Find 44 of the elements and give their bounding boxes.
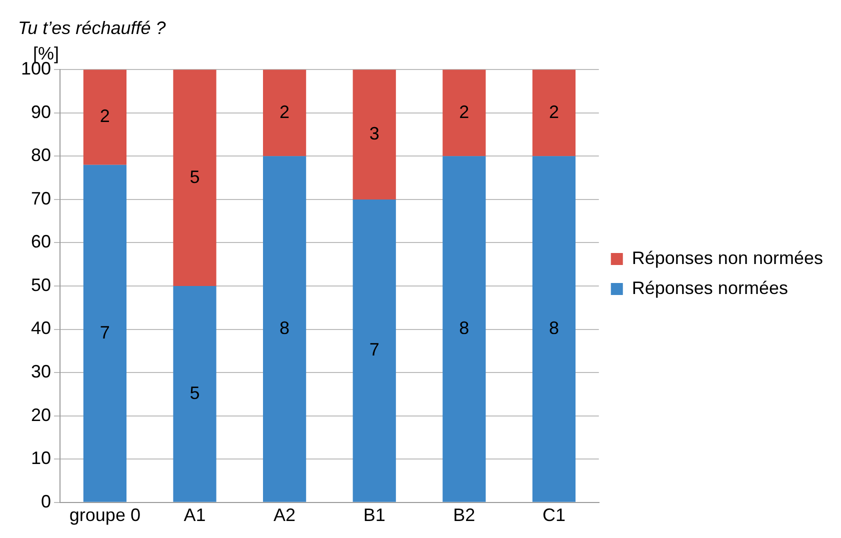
y-tick-label: 50 xyxy=(31,274,52,295)
annotation: 2 xyxy=(548,102,559,122)
x-tick-label: groupe 0 xyxy=(69,505,140,526)
y-tick-label: 60 xyxy=(31,232,52,252)
bar xyxy=(532,70,576,156)
y-tick-label: 30 xyxy=(31,362,52,382)
y-tick-label: 70 xyxy=(31,188,52,208)
bar xyxy=(83,164,126,502)
legend-label: Réponses non normées xyxy=(632,248,824,268)
y-tick-label: 20 xyxy=(31,404,52,425)
bar xyxy=(442,70,486,156)
annotation: 2 xyxy=(280,102,290,122)
y-tick-label: 80 xyxy=(31,145,52,166)
bar xyxy=(173,70,216,286)
x-tick-label: A2 xyxy=(274,505,296,526)
chart-title: Tu t’es réchauffé ? xyxy=(18,18,166,38)
bar xyxy=(263,70,306,156)
x-tick-label: B1 xyxy=(363,505,386,526)
y-tick-label: 0 xyxy=(41,491,52,512)
annotation: 8 xyxy=(280,318,290,338)
x-tick-label: A1 xyxy=(184,505,206,526)
annotation: 7 xyxy=(369,340,380,360)
x-tick-label: C1 xyxy=(542,505,566,526)
annotation: 3 xyxy=(369,123,380,144)
bar xyxy=(352,199,396,502)
bar xyxy=(173,286,216,502)
bar xyxy=(352,70,396,200)
x-tick-label: B2 xyxy=(453,505,476,526)
bar xyxy=(263,156,306,502)
annotation: 8 xyxy=(548,318,559,338)
legend-label: Réponses normées xyxy=(632,278,788,298)
annotation: 5 xyxy=(190,382,200,403)
y-tick-label: 40 xyxy=(31,318,52,338)
y-tick-label: 90 xyxy=(31,102,52,122)
bar xyxy=(442,156,486,502)
y-tick-label: 10 xyxy=(31,448,52,468)
bar xyxy=(83,70,126,165)
bar xyxy=(532,156,576,502)
annotation: 8 xyxy=(459,318,470,338)
annotation: 7 xyxy=(100,322,110,342)
annotation: 5 xyxy=(190,166,200,187)
annotation: 2 xyxy=(100,106,110,126)
y-axis-title: [%] xyxy=(33,44,60,64)
annotation: 2 xyxy=(459,102,470,122)
